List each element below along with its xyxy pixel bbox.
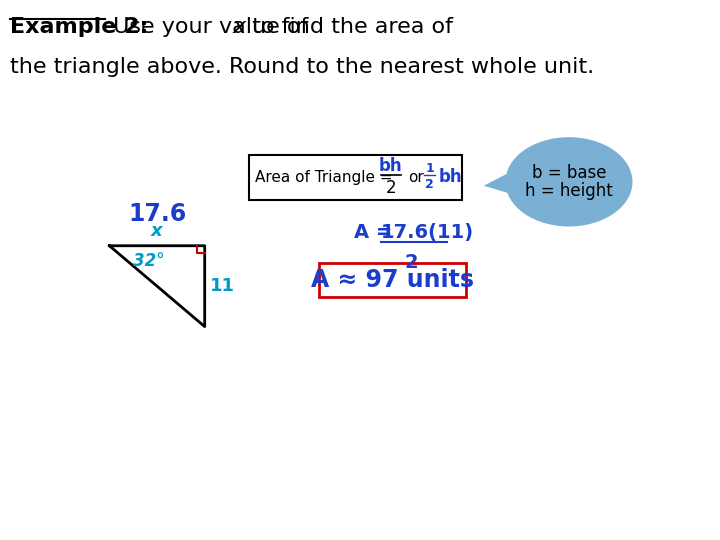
Text: or: or — [408, 170, 423, 185]
Text: 17.6: 17.6 — [128, 202, 186, 226]
Text: 2: 2 — [385, 179, 396, 197]
FancyBboxPatch shape — [249, 155, 462, 200]
Text: bh: bh — [438, 168, 462, 186]
Text: 2: 2 — [425, 178, 434, 191]
Text: h = height: h = height — [525, 182, 613, 200]
FancyBboxPatch shape — [319, 264, 466, 298]
Text: bh: bh — [379, 157, 402, 175]
Text: 17.6(11): 17.6(11) — [381, 223, 474, 242]
Text: A =: A = — [354, 223, 399, 242]
Text: Example 2:: Example 2: — [10, 17, 148, 37]
Text: A ≈ 97 units: A ≈ 97 units — [311, 268, 474, 292]
Text: 1: 1 — [425, 162, 434, 175]
Text: the triangle above. Round to the nearest whole unit.: the triangle above. Round to the nearest… — [10, 57, 594, 77]
Polygon shape — [484, 173, 517, 195]
Text: x: x — [151, 221, 163, 240]
Text: 11: 11 — [210, 277, 235, 295]
Text: Use your value of: Use your value of — [106, 17, 315, 37]
Text: 32°: 32° — [132, 252, 164, 270]
Text: Area of Triangle =: Area of Triangle = — [255, 170, 397, 185]
Text: b = base: b = base — [531, 164, 606, 181]
Text: x: x — [233, 17, 246, 37]
Text: 2: 2 — [405, 253, 418, 273]
Text: to find the area of: to find the area of — [245, 17, 453, 37]
Ellipse shape — [505, 137, 632, 226]
